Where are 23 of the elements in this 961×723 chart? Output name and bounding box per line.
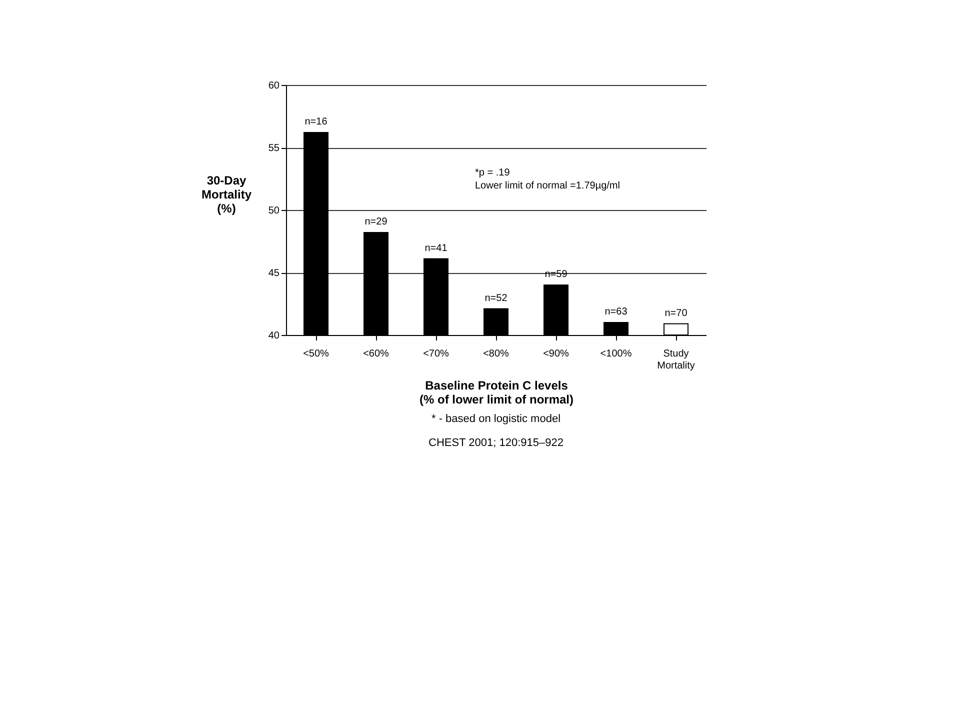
- x-axis-title: Baseline Protein C levels (% of lower limit of normal): [419, 378, 574, 406]
- annotation: n=16: [304, 116, 328, 128]
- annotation: n=63: [604, 306, 628, 318]
- y-tick-label: 55: [268, 143, 280, 154]
- x-tick-label: <70%: [423, 348, 450, 360]
- text: CHEST 2001; 120:915–922: [428, 437, 564, 449]
- y-axis-title: 30-Day Mortality (%): [201, 174, 252, 216]
- text: * - based on logistic model: [431, 413, 561, 425]
- annotation: *p = .19 Lower limit of normal =1.79µg/ml: [475, 168, 620, 192]
- y-tick-label: 40: [268, 330, 280, 342]
- annotation: n=52: [484, 292, 508, 304]
- y-tick-label: 50: [268, 206, 280, 216]
- x-tick-label: Study Mortality: [657, 348, 695, 372]
- x-tick-label: <50%: [303, 348, 330, 360]
- x-tick-label: <100%: [600, 348, 632, 360]
- annotation: n=29: [364, 216, 388, 228]
- x-tick-label: <90%: [543, 348, 570, 360]
- annotation: n=41: [424, 242, 448, 254]
- y-tick-label: 45: [268, 268, 280, 279]
- x-tick-label: <60%: [363, 348, 390, 360]
- x-tick-label: <80%: [483, 348, 510, 360]
- annotation: n=70: [664, 308, 688, 319]
- y-tick-label: 60: [268, 80, 280, 92]
